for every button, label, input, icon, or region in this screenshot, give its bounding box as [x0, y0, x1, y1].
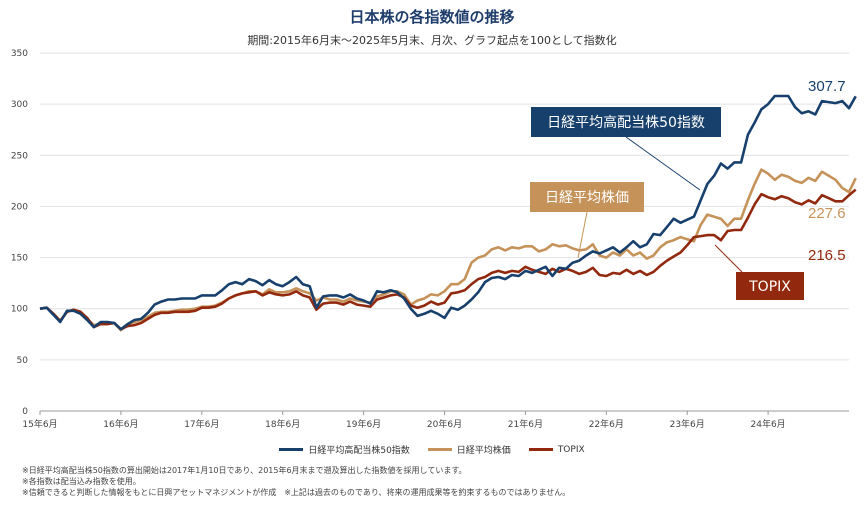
end-value-label: 307.7 [808, 78, 846, 95]
end-value-label: 216.5 [808, 247, 846, 264]
footnote-3: ※信頼できると判断した情報をもとに日興アセットマネジメントが作成 ※上記は過去の… [22, 488, 571, 497]
callout-leader [625, 136, 701, 191]
callout-label: 日経平均株価 [545, 190, 629, 206]
x-tick-label: 23年6月 [670, 418, 705, 430]
y-tick-label: 50 [17, 356, 29, 366]
callout-leader [577, 211, 588, 259]
legend-swatch-nikkei [427, 448, 452, 451]
x-tick-label: 19年6月 [346, 418, 381, 430]
y-tick-label: 150 [11, 254, 28, 264]
y-tick-label: 200 [11, 202, 28, 212]
series-line [39, 188, 857, 331]
y-tick-label: 0 [22, 407, 28, 417]
x-tick-label: 15年6月 [22, 418, 57, 430]
callout-leader [714, 244, 743, 273]
series-lines [39, 94, 857, 332]
x-tick-label: 16年6月 [103, 418, 138, 430]
end-labels: 307.7 227.6 216.5 [808, 78, 846, 264]
chart-subtitle: 期間:2015年6月末～2025年5月末、月次、グラフ起点を100として指数化 [247, 34, 617, 47]
legend-label-high-dividend: 日経平均高配当株50指数 [308, 446, 410, 456]
legend-label-nikkei: 日経平均株価 [456, 446, 511, 456]
legend-label-topix: TOPIX [557, 444, 585, 455]
chart-title: 日本株の各指数値の推移 [349, 8, 515, 26]
legend-item-high-dividend: 日経平均高配当株50指数 [279, 443, 410, 456]
footnote-1: ※日経平均高配当株50指数の算出開始は2017年1月10日であり、2015年6月… [22, 466, 467, 475]
x-tick-label: 24年6月 [751, 418, 786, 430]
x-axis: 15年6月 16年6月 17年6月 18年6月 19年6月 20年6月 21年6月 22年6月… [22, 411, 786, 430]
x-tick-label: 17年6月 [184, 418, 219, 430]
callout-box [531, 107, 721, 137]
legend: 日経平均高配当株50指数 日経平均株価 TOPIX [0, 443, 864, 456]
x-tick-label: 18年6月 [265, 418, 300, 430]
callout-label: TOPIX [748, 279, 791, 295]
y-axis: 0 50 100 150 200 250 300 350 [11, 49, 28, 417]
callout-box [530, 182, 644, 212]
legend-swatch-topix [528, 448, 553, 451]
y-tick-label: 100 [11, 305, 28, 315]
callout-box [736, 272, 804, 300]
grid-lines [40, 52, 849, 412]
series-line [39, 168, 857, 332]
callout-label: 日経平均高配当株50指数 [547, 114, 705, 131]
end-value-label: 227.6 [808, 205, 846, 222]
footnote-2: ※各指数は配当込み指数を使用。 [22, 477, 141, 486]
x-tick-label: 21年6月 [508, 418, 543, 430]
legend-item-topix: TOPIX [528, 443, 585, 456]
series-line [39, 94, 857, 331]
footnotes: ※日経平均高配当株50指数の算出開始は2017年1月10日であり、2015年6月… [22, 465, 570, 498]
legend-swatch-high-dividend [279, 448, 304, 451]
legend-item-nikkei: 日経平均株価 [427, 443, 511, 456]
y-tick-label: 250 [11, 151, 28, 161]
y-tick-label: 350 [11, 49, 28, 59]
y-tick-label: 300 [11, 100, 28, 110]
x-tick-label: 20年6月 [427, 418, 462, 430]
x-tick-label: 22年6月 [589, 418, 624, 430]
